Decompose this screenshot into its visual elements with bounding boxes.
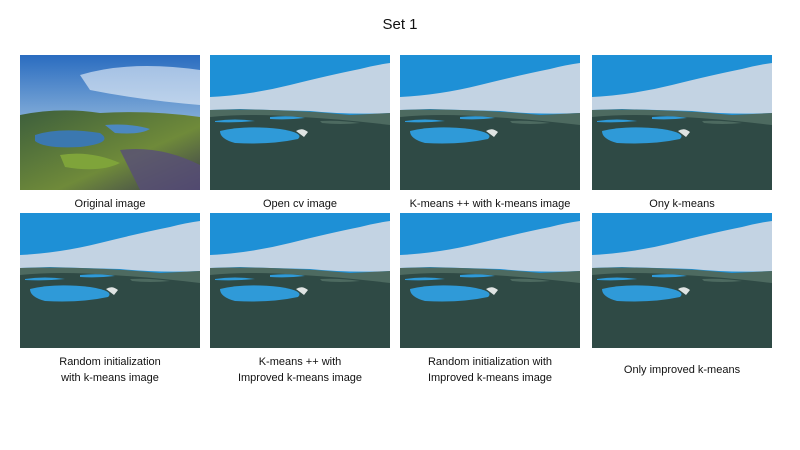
caption-only-improved-kmeans: Only improved k-means (623, 364, 741, 376)
segmented-landscape-image (592, 213, 772, 348)
segmented-landscape-image (400, 55, 580, 190)
kmeanspp-kmeans-panel (400, 55, 580, 190)
caption-only-kmeans: Ony k-means (649, 198, 715, 210)
original-landscape-image (20, 55, 200, 190)
original-image-panel (20, 55, 200, 190)
segmented-landscape-image (20, 213, 200, 348)
opencv-image-panel (210, 55, 390, 190)
only-improved-kmeans-panel (592, 213, 772, 348)
segmented-landscape-image (592, 55, 772, 190)
caption-original-image: Original image (74, 198, 146, 210)
random-init-improved-panel (400, 213, 580, 348)
caption-kmeanspp-kmeans: K-means ++ with k-means image (409, 198, 571, 210)
random-init-kmeans-panel (20, 213, 200, 348)
page-title: Set 1 (382, 16, 418, 33)
caption-kmeanspp-improved: K-means ++ with Improved k-means image (237, 356, 363, 384)
caption-opencv-image: Open cv image (263, 198, 337, 210)
only-kmeans-panel (592, 55, 772, 190)
segmented-landscape-image (400, 213, 580, 348)
caption-random-init-kmeans: Random initialization with k-means image (59, 356, 161, 384)
kmeanspp-improved-panel (210, 213, 390, 348)
segmented-landscape-image (210, 213, 390, 348)
segmented-landscape-image (210, 55, 390, 190)
caption-random-init-improved: Random initialization with Improved k-me… (427, 356, 553, 384)
